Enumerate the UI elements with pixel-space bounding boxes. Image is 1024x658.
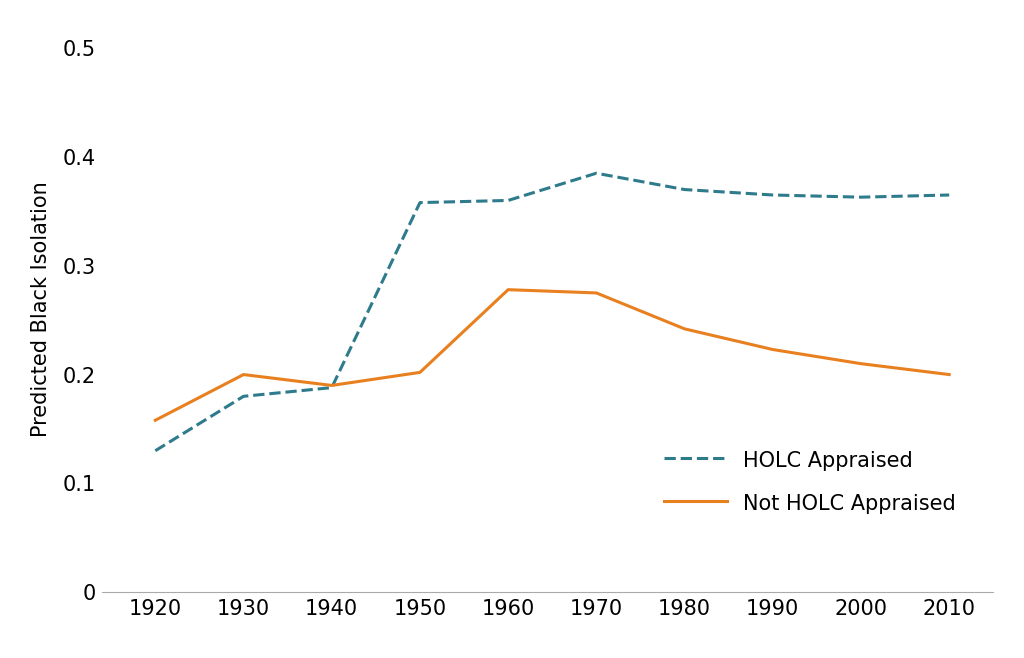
HOLC Appraised — [590, 169, 602, 177]
Not HOLC Appraised — [943, 370, 955, 378]
HOLC Appraised — [943, 191, 955, 199]
HOLC Appraised — [767, 191, 779, 199]
Not HOLC Appraised — [679, 325, 691, 333]
HOLC Appraised — [679, 186, 691, 193]
Line: HOLC Appraised: HOLC Appraised — [156, 173, 949, 451]
HOLC Appraised — [238, 392, 250, 400]
Not HOLC Appraised — [855, 360, 867, 368]
Not HOLC Appraised — [502, 286, 514, 293]
Not HOLC Appraised — [150, 417, 162, 424]
Not HOLC Appraised — [238, 370, 250, 378]
Y-axis label: Predicted Black Isolation: Predicted Black Isolation — [31, 182, 51, 437]
Not HOLC Appraised — [767, 345, 779, 353]
HOLC Appraised — [326, 384, 338, 392]
Not HOLC Appraised — [326, 382, 338, 390]
Line: Not HOLC Appraised: Not HOLC Appraised — [156, 290, 949, 420]
Legend: HOLC Appraised, Not HOLC Appraised: HOLC Appraised, Not HOLC Appraised — [665, 449, 956, 514]
Not HOLC Appraised — [414, 368, 426, 376]
HOLC Appraised — [414, 199, 426, 207]
HOLC Appraised — [855, 193, 867, 201]
HOLC Appraised — [150, 447, 162, 455]
Not HOLC Appraised — [590, 289, 602, 297]
HOLC Appraised — [502, 197, 514, 205]
